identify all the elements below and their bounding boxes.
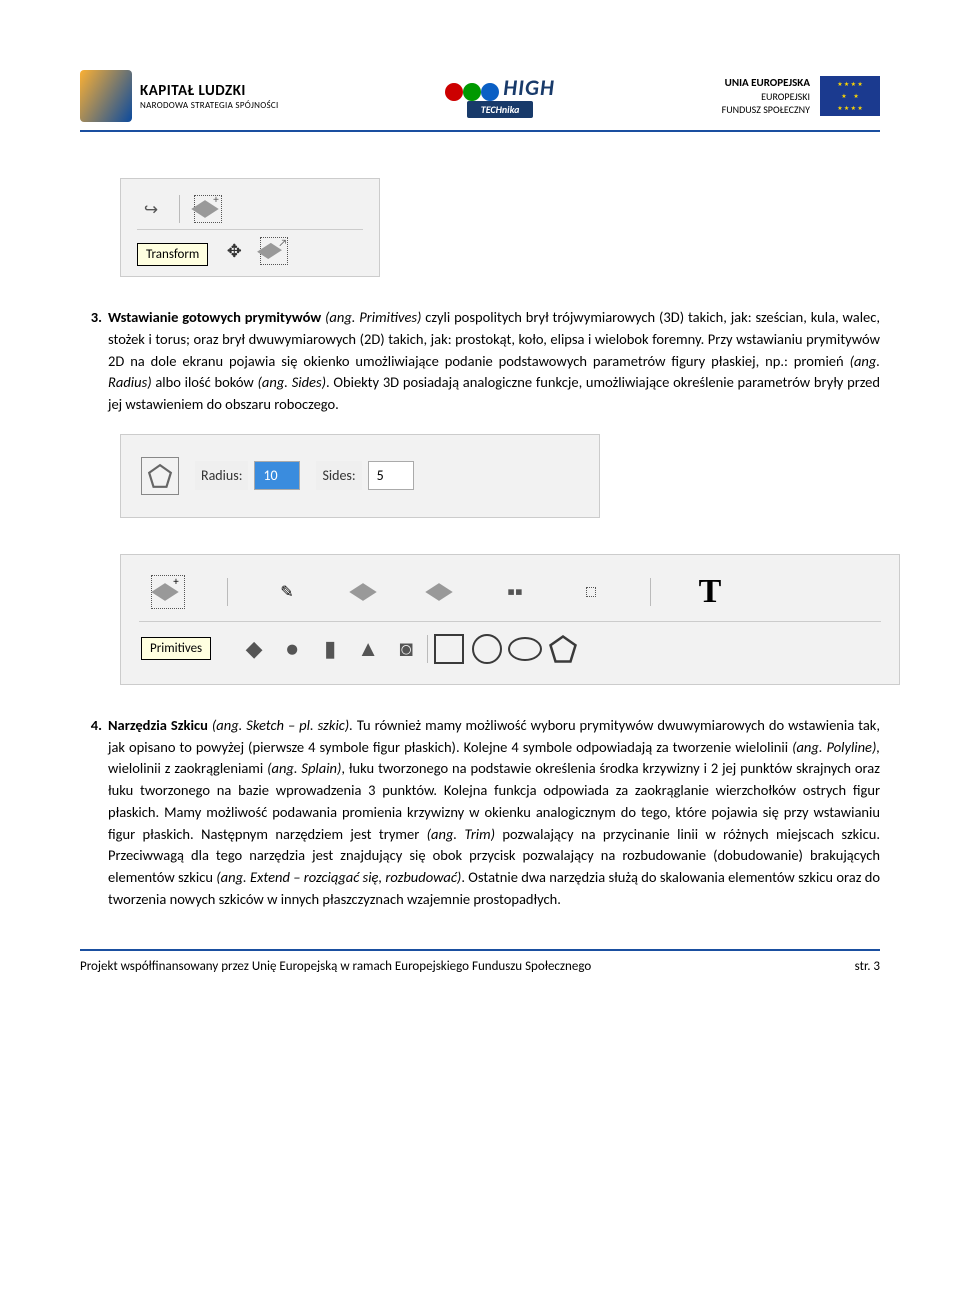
cube-dup-icon[interactable] [422, 575, 456, 609]
item-number: 3. [80, 307, 102, 416]
eu-line1: UNIA EUROPEJSKA [722, 76, 810, 90]
torus-primitive-icon[interactable]: ◙ [389, 632, 423, 666]
primitives-tooltip: Primitives [141, 637, 211, 660]
page-number: str. 3 [855, 959, 880, 974]
ellipse-primitive-icon[interactable] [508, 632, 542, 666]
separator [427, 635, 428, 663]
item4-polyline-eng: (ang. Polyline), [792, 738, 880, 756]
transform-toolbar-figure: ↪ + Transform ✥ ↗ [120, 178, 380, 277]
logo-hightechnika: HIGH TECHnika [445, 74, 555, 118]
kapital-star-icon [80, 70, 132, 122]
item4-title-eng: (ang. Sketch – pl. szkic). [212, 716, 353, 734]
kapital-subtitle: NARODOWA STRATEGIA SPÓJNOŚCI [140, 100, 279, 111]
sketch-edit-icon[interactable]: ✎ [270, 575, 304, 609]
logo-eu: UNIA EUROPEJSKA EUROPEJSKI FUNDUSZ SPOŁE… [722, 76, 880, 116]
logo-kapital-ludzki: KAPITAŁ LUDZKI NARODOWA STRATEGIA SPÓJNO… [80, 70, 279, 122]
eu-line3: FUNDUSZ SPOŁECZNY [722, 103, 810, 116]
list-item-3: 3. Wstawianie gotowych prymitywów (ang. … [80, 307, 880, 416]
item3-text-2: albo ilość boków [152, 373, 258, 391]
technika-label: TECHnika [467, 101, 534, 118]
gear-icon [463, 83, 481, 101]
square-primitive-icon[interactable] [432, 632, 466, 666]
sides-label: Sides: [316, 461, 361, 490]
item4-title: Narzędzia Szkicu [108, 716, 212, 734]
redo-icon[interactable]: ↪ [137, 195, 165, 223]
primitives-toolbar-figure: + ✎ ▪▪ T Primitives ◆ ● ▮ ▲ ◙ [120, 554, 900, 685]
move-icon[interactable]: ✥ [220, 237, 248, 265]
text-tool-icon[interactable]: T [693, 575, 727, 609]
header-logos: KAPITAŁ LUDZKI NARODOWA STRATEGIA SPÓJNO… [80, 70, 880, 122]
sphere-primitive-icon[interactable]: ● [275, 632, 309, 666]
footer-text: Projekt współfinansowany przez Unię Euro… [80, 959, 591, 974]
eu-flag-icon: ★ ★ [820, 76, 880, 116]
group-icon[interactable] [574, 575, 608, 609]
radius-label: Radius: [195, 461, 248, 490]
add-cube-icon[interactable]: + [151, 575, 185, 609]
circle-primitive-icon[interactable] [470, 632, 504, 666]
item3-title-eng: (ang. Primitives) [325, 308, 421, 326]
gear-icon [481, 83, 499, 101]
item4-splain-eng: (ang. Splain) [267, 759, 341, 777]
item4-extend-eng: (ang. Extend – rozciągać się, rozbudować… [216, 868, 461, 886]
sides-input[interactable]: 5 [368, 461, 414, 490]
item3-title: Wstawianie gotowych prymitywów [108, 308, 325, 326]
item4-trim-eng: (ang. Trim) [427, 825, 495, 843]
radius-sides-panel: Radius: 10 Sides: 5 [120, 434, 600, 518]
scale-cube-icon[interactable]: ↗ [260, 237, 288, 265]
radius-input[interactable]: 10 [254, 461, 300, 490]
cylinder-primitive-icon[interactable]: ▮ [313, 632, 347, 666]
separator [227, 578, 228, 606]
item3-sides-eng: (ang. Sides) [258, 373, 326, 391]
primitive-cube-icon[interactable]: + [194, 195, 222, 223]
transform-tooltip: Transform [137, 243, 208, 266]
separator [650, 578, 651, 606]
pentagon-icon[interactable] [141, 457, 179, 495]
pentagon-primitive-icon[interactable] [546, 632, 580, 666]
eu-line2: EUROPEJSKI [722, 90, 810, 103]
array-icon[interactable]: ▪▪ [498, 575, 532, 609]
high-label: HIGH [503, 74, 555, 101]
cube-primitive-icon[interactable]: ◆ [237, 632, 271, 666]
item-number: 4. [80, 715, 102, 911]
cone-primitive-icon[interactable]: ▲ [351, 632, 385, 666]
gear-icon [445, 83, 463, 101]
header-rule [80, 130, 880, 132]
item4-text-2: wielolinii z zaokrągleniami [108, 759, 267, 777]
kapital-title: KAPITAŁ LUDZKI [140, 82, 279, 100]
cube-solid-icon[interactable] [346, 575, 380, 609]
separator [179, 195, 180, 223]
list-item-4: 4. Narzędzia Szkicu (ang. Sketch – pl. s… [80, 715, 880, 911]
page-footer: Projekt współfinansowany przez Unię Euro… [80, 949, 880, 974]
